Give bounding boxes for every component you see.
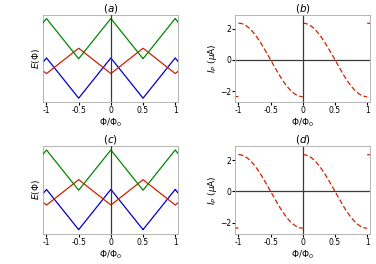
Title: $(b)$: $(b)$ — [295, 2, 311, 15]
Y-axis label: $E(\Phi)$: $E(\Phi)$ — [30, 48, 42, 69]
X-axis label: $\Phi/\Phi_0$: $\Phi/\Phi_0$ — [99, 248, 122, 261]
Title: $(c)$: $(c)$ — [103, 133, 118, 146]
Y-axis label: $I_P$ ($\mu$A): $I_P$ ($\mu$A) — [206, 44, 218, 73]
X-axis label: $\Phi/\Phi_0$: $\Phi/\Phi_0$ — [291, 117, 314, 129]
X-axis label: $\Phi/\Phi_0$: $\Phi/\Phi_0$ — [99, 117, 122, 129]
Y-axis label: $I_P$ ($\mu$A): $I_P$ ($\mu$A) — [206, 175, 218, 205]
Title: $(d)$: $(d)$ — [295, 133, 311, 146]
Y-axis label: $E(\Phi)$: $E(\Phi)$ — [30, 179, 42, 200]
Title: $(a)$: $(a)$ — [103, 2, 118, 15]
X-axis label: $\Phi/\Phi_0$: $\Phi/\Phi_0$ — [291, 248, 314, 261]
